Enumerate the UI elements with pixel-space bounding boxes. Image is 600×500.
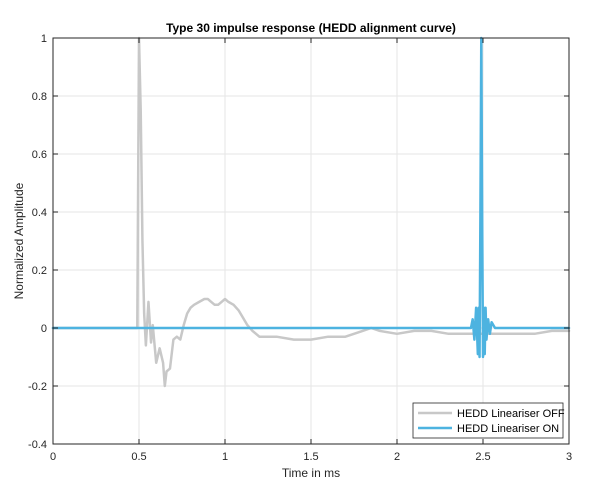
y-tick-label: 0.2 <box>32 265 47 277</box>
y-tick-label: -0.2 <box>28 381 47 393</box>
y-tick-label: 0.8 <box>32 91 47 103</box>
x-tick-label: 3 <box>566 451 572 463</box>
x-tick-label: 1 <box>222 451 228 463</box>
y-tick-label: 0.4 <box>32 207 47 219</box>
chart-title: Type 30 impulse response (HEDD alignment… <box>166 21 456 35</box>
series-layer <box>51 36 571 388</box>
y-tick-label: 0 <box>41 323 47 335</box>
x-tick-label: 2 <box>394 451 400 463</box>
x-axis-label: Time in ms <box>282 466 340 480</box>
y-tick-label: 1 <box>41 33 47 45</box>
legend-box <box>412 402 564 439</box>
x-tick-label: 2.5 <box>475 451 490 463</box>
ticks: 0 0.5 1 1.5 2 2.5 3 -0.4 -0.2 0 0.2 0.4 0.6 0.8 1 <box>28 33 572 463</box>
y-tick-label: -0.4 <box>28 439 47 451</box>
x-tick-label: 0 <box>50 451 56 463</box>
series-line-lineariser-on <box>51 36 571 359</box>
series-line-lineariser-off <box>51 36 571 388</box>
y-axis-label: Normalized Amplitude <box>12 182 26 299</box>
x-tick-label: 1.5 <box>303 451 318 463</box>
y-tick-label: 0.6 <box>32 149 47 161</box>
legend-label-on: HEDD Lineariser ON <box>457 423 559 435</box>
legend: HEDD Lineariser OFF HEDD Lineariser ON <box>412 402 565 439</box>
x-tick-label: 0.5 <box>131 451 146 463</box>
legend-label-off: HEDD Lineariser OFF <box>457 408 565 420</box>
